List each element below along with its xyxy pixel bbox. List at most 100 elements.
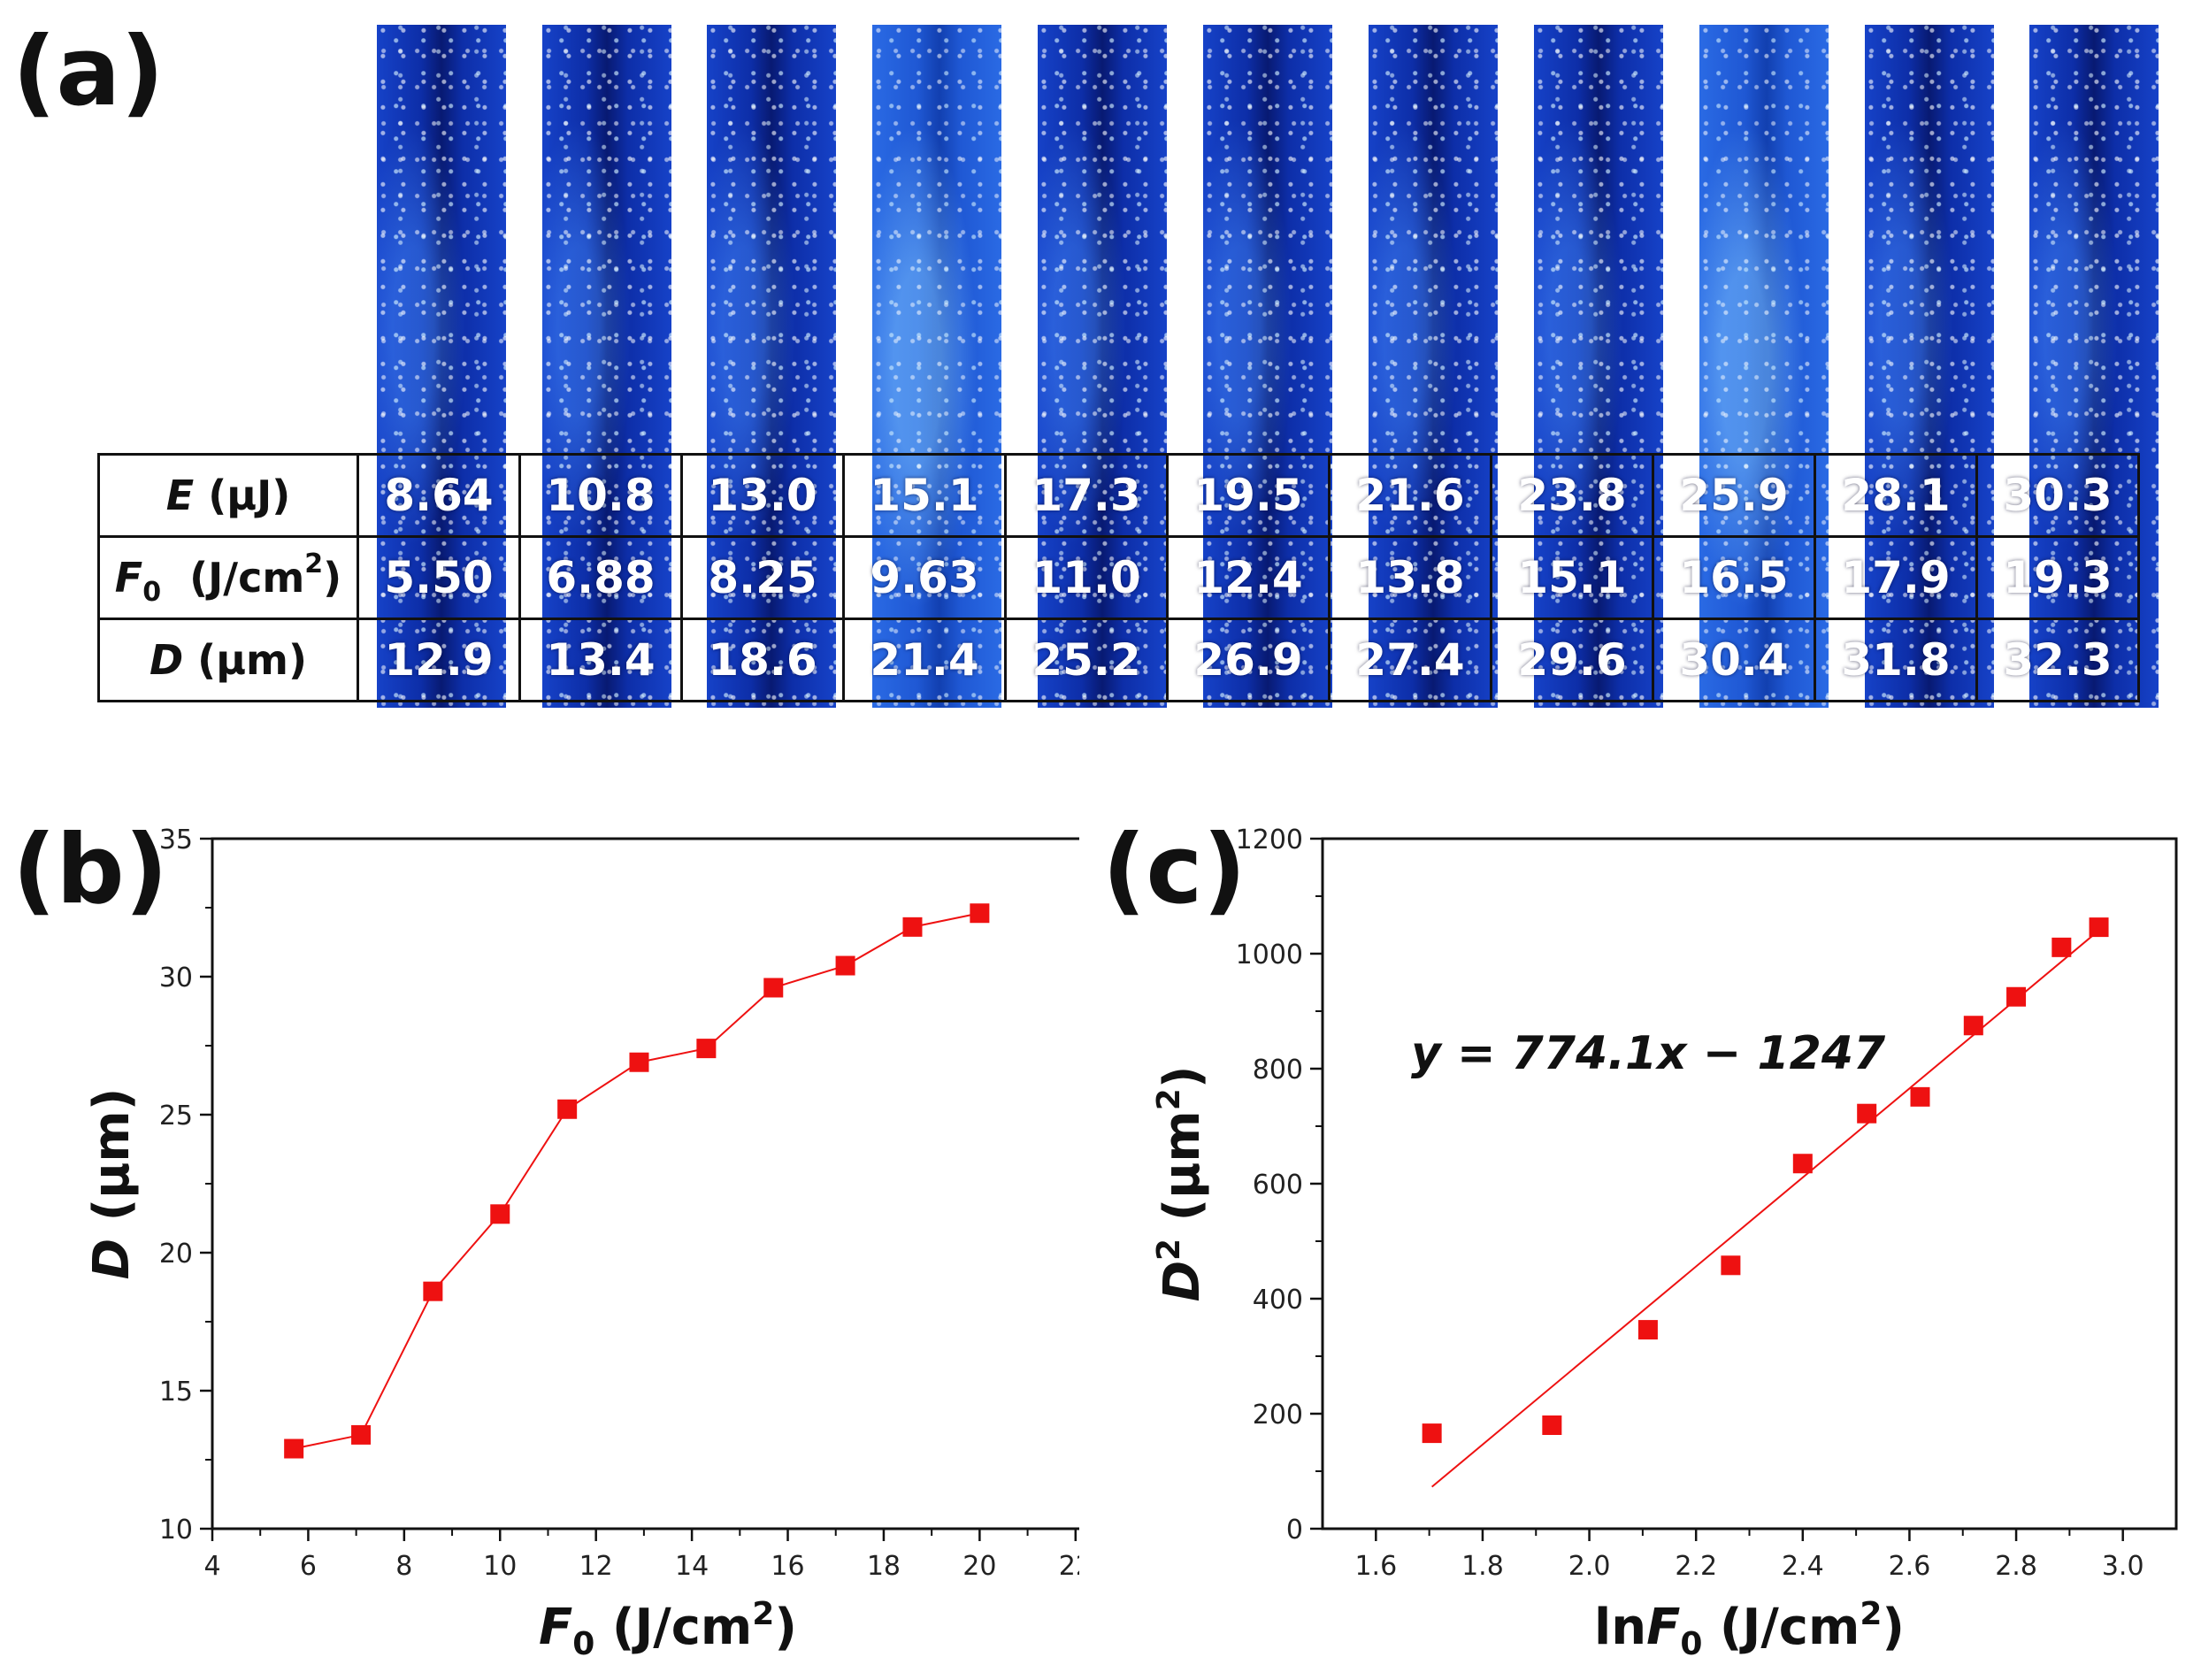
y-tick-label: 35 [159, 825, 193, 855]
y-tick-label: 400 [1253, 1285, 1303, 1316]
table-cell: 16.5 [1652, 535, 1816, 620]
data-point [351, 1424, 372, 1445]
x-tick-label: 6 [300, 1551, 317, 1582]
x-tick-label: 2.0 [1568, 1551, 1611, 1582]
data-point [1963, 1016, 1983, 1036]
table-cell: 13.0 [680, 453, 845, 538]
data-point [2051, 937, 2072, 957]
table-cell: 19.5 [1166, 453, 1331, 538]
y-axis-label-symbol: D [83, 1239, 141, 1279]
y-axis-label: D (μm) [83, 1088, 141, 1280]
table-cell: 19.3 [1975, 535, 2140, 620]
x-tick-label: 4 [203, 1551, 220, 1582]
table-row: F0 (J/cm2) 5.50 6.88 8.25 9.63 11.0 12.4 13.8 15… [97, 535, 2140, 620]
row-header: D (μm) [97, 618, 359, 702]
y-axis-label-close: ) [1154, 1066, 1211, 1089]
table-cell: 32.3 [1975, 618, 2140, 702]
x-tick-label: 2.8 [1995, 1551, 2037, 1582]
y-tick-label: 1200 [1236, 825, 1303, 855]
table-cell: 12.4 [1166, 535, 1331, 620]
x-axis-label-unit: (J/cm [1702, 1599, 1860, 1656]
data-point [490, 1204, 510, 1224]
chart-diameter-vs-fluence: 46810121416182022101520253035F0 (J/cm2)D… [83, 825, 1079, 1662]
x-tick-label: 22 [1059, 1551, 1079, 1582]
row-header: F0 (J/cm2) [97, 535, 359, 620]
table-cell: 21.4 [842, 618, 1007, 702]
table-cell: 8.64 [357, 453, 521, 538]
table-cell: 8.25 [680, 535, 845, 620]
y-tick-label: 800 [1253, 1055, 1303, 1085]
x-tick-label: 18 [867, 1551, 901, 1582]
x-tick-label: 2.6 [1889, 1551, 1931, 1582]
data-point [284, 1438, 304, 1459]
x-tick-label: 3.0 [2102, 1551, 2144, 1582]
panel-label-b: (b) [12, 815, 169, 925]
y-tick-label: 10 [159, 1515, 193, 1546]
x-axis-label: F0 (J/cm2) [539, 1596, 797, 1662]
y-tick-label: 0 [1286, 1515, 1303, 1546]
x-axis-label-superscript: 2 [1860, 1596, 1882, 1632]
fit-line [1431, 929, 2100, 1488]
data-point [1792, 1154, 1813, 1174]
plot-frame [211, 837, 1079, 1530]
table-cell: 25.9 [1652, 453, 1816, 538]
x-tick-label: 12 [579, 1551, 613, 1582]
data-point [1910, 1086, 1930, 1107]
table-cell: 21.6 [1328, 453, 1492, 538]
table-cell: 30.4 [1652, 618, 1816, 702]
series-line [293, 912, 980, 1450]
row-unit: (μm) [183, 636, 308, 684]
table-cell: 31.8 [1814, 618, 1978, 702]
x-axis-label-superscript: 2 [752, 1596, 774, 1632]
table-cell: 9.63 [842, 535, 1007, 620]
y-axis-label-unit: (μm [1154, 1110, 1211, 1239]
x-tick-label: 1.8 [1461, 1551, 1504, 1582]
y-axis-label-superscript: 2 [1151, 1239, 1187, 1261]
table-cell: 13.8 [1328, 535, 1492, 620]
table-cell: 10.8 [518, 453, 683, 538]
data-point [2006, 986, 2027, 1007]
table-cell: 11.0 [1004, 535, 1169, 620]
chart-d2-vs-ln-fluence: 1.6 1.8 2.0 2.2 2.4 2.6 2.8 3.0 0 200 400 600 800 100… [1151, 825, 2178, 1662]
table-cell: 30.3 [1975, 453, 2140, 538]
data-point [1542, 1415, 1562, 1435]
data-point [902, 917, 923, 937]
parameter-table: E (μJ) 8.64 10.8 13.0 15.1 17.3 19.5 21.6 23.8 25… [97, 453, 2140, 702]
x-axis-label-subscript: 0 [1680, 1626, 1702, 1662]
data-point [970, 903, 990, 924]
x-tick-label: 10 [483, 1551, 517, 1582]
row-symbol: F [114, 553, 143, 602]
table-cell: 29.6 [1490, 618, 1654, 702]
data-point [1637, 1320, 1658, 1340]
data-point [763, 978, 784, 998]
plot-frame [1321, 837, 2178, 1530]
x-tick-label: 1.6 [1354, 1551, 1397, 1582]
data-point [2089, 917, 2109, 938]
table-cell: 26.9 [1166, 618, 1331, 702]
x-axis-label-symbol: F [539, 1599, 572, 1656]
table-cell: 17.9 [1814, 535, 1978, 620]
x-axis-label-prefix: ln [1594, 1599, 1646, 1656]
y-tick-label: 30 [159, 963, 193, 993]
row-symbol: E [165, 472, 195, 519]
table-cell: 28.1 [1814, 453, 1978, 538]
data-point [557, 1099, 578, 1119]
y-tick-label: 25 [159, 1101, 193, 1132]
data-point [1721, 1255, 1741, 1276]
table-cell: 18.6 [680, 618, 845, 702]
y-axis-label-symbol: D [1154, 1261, 1211, 1301]
x-tick-label: 2.4 [1782, 1551, 1824, 1582]
table-cell: 13.4 [518, 618, 683, 702]
row-subscript: 0 [142, 576, 162, 608]
y-axis-label: D2 (μm2) [1151, 1066, 1211, 1302]
data-point [423, 1281, 443, 1301]
table-cell: 6.88 [518, 535, 683, 620]
row-unit: (J/cm [161, 553, 305, 602]
x-tick-label: 14 [675, 1551, 709, 1582]
y-axis-label-unit: (μm) [83, 1088, 141, 1239]
row-header: E (μJ) [97, 453, 359, 538]
x-axis-label: lnF0 (J/cm2) [1594, 1596, 1905, 1662]
panel-label-a: (a) [12, 17, 165, 127]
table-cell: 5.50 [357, 535, 521, 620]
y-tick-label: 20 [159, 1239, 193, 1270]
